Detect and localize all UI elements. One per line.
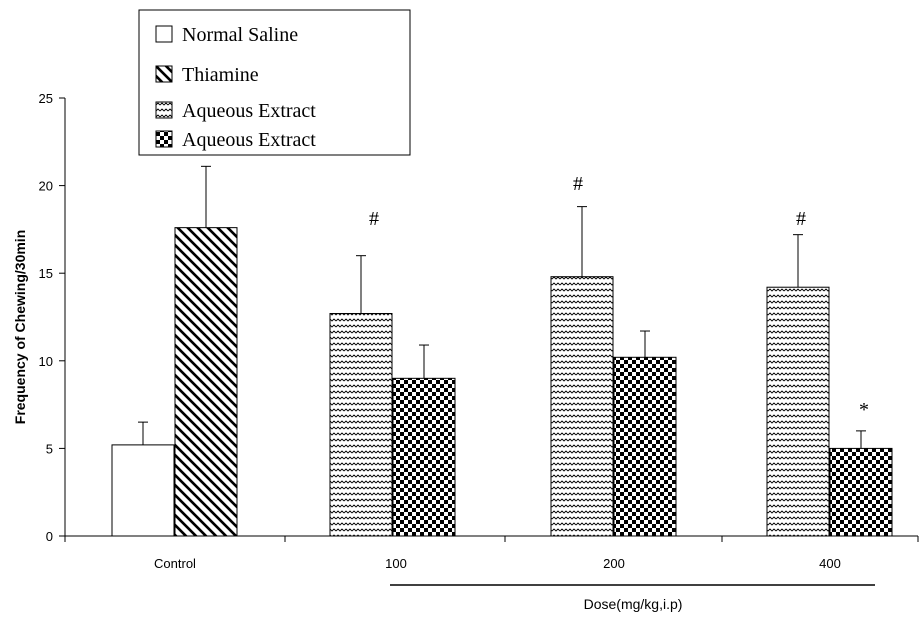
significance-marker: # xyxy=(369,208,379,230)
y-tick-label: 20 xyxy=(39,179,53,194)
bar xyxy=(829,447,893,537)
bars xyxy=(111,227,893,537)
bar xyxy=(174,227,238,537)
annotations: # # # * xyxy=(369,173,869,421)
bar xyxy=(329,312,393,537)
legend-swatch xyxy=(155,65,173,83)
bar xyxy=(392,377,456,537)
significance-marker: # xyxy=(796,208,806,230)
legend-label: Thiamine xyxy=(182,64,259,86)
y-tick-label: 0 xyxy=(46,529,53,544)
legend-label: Normal Saline xyxy=(182,24,298,46)
legend-swatch xyxy=(155,101,173,119)
legend-swatch xyxy=(155,130,173,148)
x-axis-title: Dose(mg/kg,i.p) xyxy=(584,596,683,612)
x-category-label: 400 xyxy=(819,556,841,571)
legend-label: Aqueous Extract xyxy=(182,129,316,151)
bar xyxy=(613,356,677,537)
error-bars xyxy=(138,165,866,449)
significance-marker: * xyxy=(859,399,869,421)
y-tick-label: 15 xyxy=(39,266,53,281)
bar xyxy=(550,276,614,537)
x-category-label: 100 xyxy=(385,556,407,571)
y-axis-title: Frequency of Chewing/30min xyxy=(12,230,28,424)
x-category-label: 200 xyxy=(603,556,625,571)
y-tick-label: 10 xyxy=(39,354,53,369)
legend: Normal Saline Thiamine Aqueous Extract Aque… xyxy=(138,9,411,156)
axes: 0 5 10 15 20 25 Control 100 200 400 Frequency of C… xyxy=(12,91,919,612)
significance-marker: # xyxy=(573,173,583,195)
y-tick-label: 25 xyxy=(39,91,53,106)
legend-label: Aqueous Extract xyxy=(182,100,316,122)
x-category-label: Control xyxy=(154,556,196,571)
bar xyxy=(111,444,175,537)
legend-box xyxy=(138,9,411,156)
legend-swatch xyxy=(155,25,173,43)
bar xyxy=(766,286,830,537)
y-tick-label: 5 xyxy=(46,441,53,456)
